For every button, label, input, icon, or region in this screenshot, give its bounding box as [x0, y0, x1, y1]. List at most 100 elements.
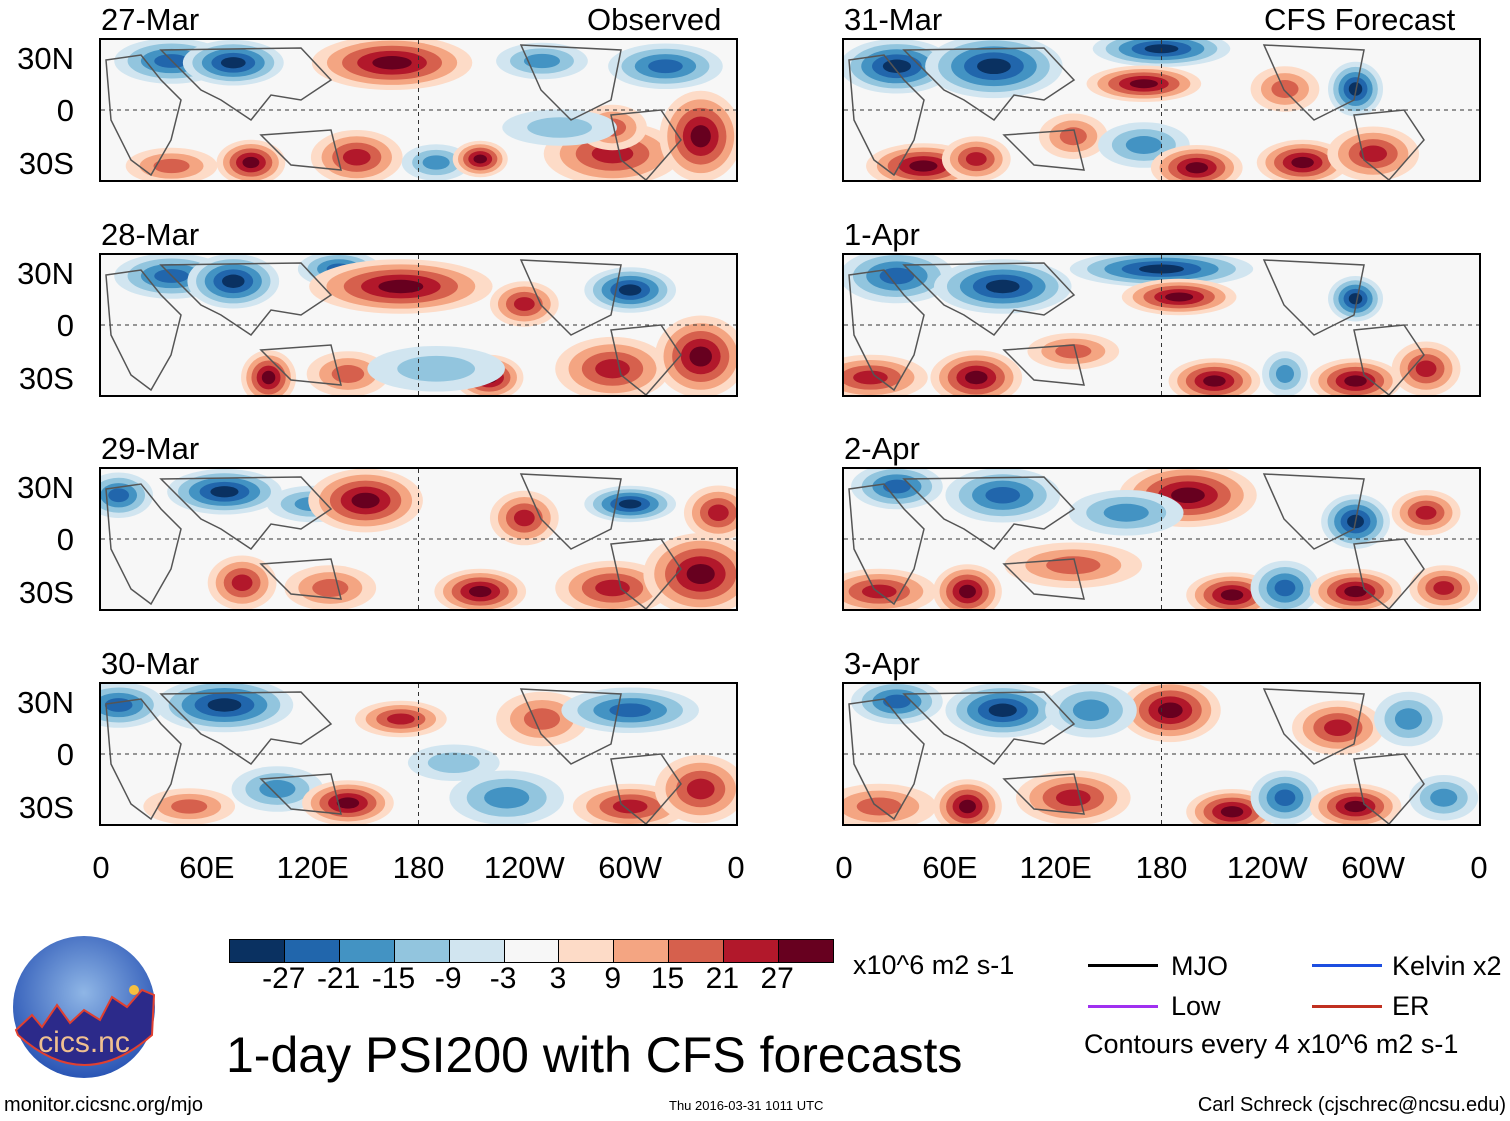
legend-low-label: Low [1171, 991, 1221, 1021]
coastline [1262, 688, 1365, 765]
colorbar-swatch [284, 940, 340, 962]
anomaly-contour [312, 579, 349, 597]
anomaly-contour [108, 488, 130, 503]
legend-low-line [1088, 1005, 1158, 1008]
anomaly-contour [686, 778, 715, 800]
panel-date-label: 30-Mar [101, 646, 200, 681]
colorbar-tick-label: -27 [262, 962, 306, 995]
coastline [159, 47, 333, 122]
contour-note: Contours every 4 x10^6 m2 s-1 [1084, 1029, 1459, 1059]
lat-label: 30S [18, 790, 74, 825]
colorbar-tick-label: 9 [604, 962, 622, 995]
coastline [1353, 109, 1425, 182]
anomaly-contour [1324, 719, 1352, 737]
panel-date-label: 27-Mar [101, 2, 200, 37]
coastline [848, 698, 925, 821]
anomaly-contour [422, 155, 450, 170]
anomaly-contour [259, 780, 296, 798]
anomaly-contour [1274, 579, 1296, 597]
lon-label: 60W [598, 850, 663, 885]
anomaly-contour [707, 504, 729, 522]
lat-label: 30N [17, 685, 74, 720]
anomaly-contour [220, 57, 246, 69]
anomaly-contour [856, 797, 902, 816]
colorbar-swatch [504, 940, 560, 962]
lat-label: 30N [17, 470, 74, 505]
anomaly-contour [342, 148, 371, 166]
colorbar-tick-label: -3 [489, 962, 517, 995]
anomaly-contour [595, 359, 630, 379]
coastline [1353, 538, 1425, 611]
anomaly-contour [153, 158, 190, 174]
coastline [259, 773, 342, 815]
anomaly-contour [1433, 581, 1455, 595]
lon-label: 120E [1019, 850, 1092, 885]
legend-er-label: ER [1392, 991, 1430, 1021]
coastline [105, 698, 182, 821]
anomaly-contour [1125, 136, 1162, 154]
psi200-map-panel [821, 463, 1481, 619]
colorbar-swatch [449, 940, 505, 962]
coastline [519, 259, 622, 336]
legend-mjo-label: MJO [1171, 951, 1228, 981]
anomaly-contour [1415, 505, 1437, 520]
anomaly-contour [1055, 344, 1092, 359]
lat-label: 0 [56, 308, 74, 343]
figure-title: 1-day PSI200 with CFS forecasts [226, 1027, 963, 1083]
anomaly-contour [977, 58, 1011, 75]
anomaly-contour [1348, 293, 1363, 305]
psi200-map-panel [84, 467, 759, 616]
anomaly-contour [171, 799, 208, 814]
coastline [519, 473, 622, 550]
psi200-map-panel [99, 250, 747, 405]
lat-label: 0 [56, 737, 74, 772]
legend-er-line [1312, 1005, 1382, 1008]
coastline [610, 753, 682, 826]
coastline [519, 44, 622, 121]
anomaly-contour [427, 752, 480, 774]
coastline [159, 262, 333, 337]
lat-label: 0 [56, 93, 74, 128]
anomaly-contour [207, 698, 242, 712]
coastline [105, 54, 182, 177]
coastline [105, 269, 182, 392]
lat-label: 0 [56, 522, 74, 557]
cicsnc-logo: cics.nc [12, 935, 157, 1080]
coastline [1002, 558, 1085, 600]
anomaly-contour [965, 370, 988, 385]
anomaly-contour [1344, 800, 1367, 813]
colorbar-swatch [230, 940, 285, 962]
anomaly-contour [222, 274, 245, 288]
anomaly-contour [527, 117, 593, 138]
anomaly-contour [883, 479, 911, 494]
coastline [159, 476, 333, 551]
anomaly-contour [1103, 503, 1149, 522]
psi200-map-panel [821, 678, 1481, 835]
lon-label: 0 [727, 850, 745, 885]
lon-label: 120W [1226, 850, 1308, 885]
anomaly-contour [1055, 789, 1091, 807]
coastline [1002, 344, 1085, 386]
colorbar-units: x10^6 m2 s-1 [853, 950, 1015, 980]
anomaly-contour [1220, 806, 1244, 818]
anomaly-contour [1344, 375, 1367, 387]
anomaly-contour [336, 797, 360, 809]
anomaly-contour [1394, 708, 1422, 730]
colorbar-swatch [559, 940, 615, 962]
anomaly-contour [372, 56, 412, 70]
psi200-map-panel [813, 248, 1481, 405]
colorbar-swatch [724, 940, 780, 962]
coastline [1262, 473, 1365, 550]
anomaly-contour [1274, 789, 1296, 807]
anomaly-contour [1275, 365, 1295, 383]
anomaly-contour [618, 499, 642, 509]
anomaly-contour [959, 799, 976, 814]
anomaly-contour [468, 585, 492, 598]
lat-label: 30N [17, 41, 74, 76]
coastline [259, 344, 342, 386]
anomaly-contour [1359, 145, 1388, 163]
anomaly-contour [1344, 585, 1367, 598]
anomaly-contour [1291, 156, 1314, 169]
coastline [105, 483, 182, 606]
anomaly-contour [1059, 127, 1087, 146]
